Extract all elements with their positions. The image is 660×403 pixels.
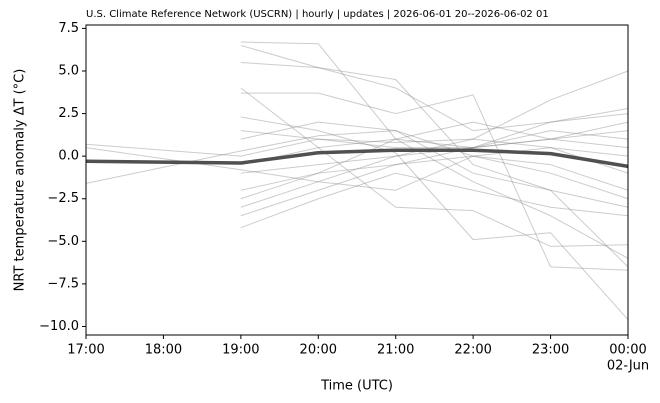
x-tick-label: 22:00: [454, 343, 491, 358]
series-line: [240, 44, 629, 268]
y-tick-label: −5.0: [47, 234, 79, 249]
x-tick-label: 19:00: [222, 343, 259, 358]
chart-title: U.S. Climate Reference Network (USCRN) |…: [86, 9, 549, 20]
series-line: [240, 155, 629, 191]
series-line: [240, 113, 629, 217]
x-tick-label: 23:00: [532, 343, 569, 358]
y-tick-label: −7.5: [47, 276, 79, 291]
y-axis-label: NRT temperature anomaly ΔT (°C): [13, 69, 28, 292]
x-tick-label: 18:00: [145, 343, 182, 358]
series-line: [240, 116, 629, 321]
series-line: [85, 130, 629, 208]
series-line: [240, 87, 629, 247]
y-tick-label: −2.5: [47, 191, 79, 206]
plot-frame: [85, 24, 629, 336]
x-tick-label: 20:00: [300, 343, 337, 358]
x-tick-sublabel: 02-Jun: [607, 359, 649, 374]
y-tick-label: 5.0: [58, 63, 79, 78]
y-tick-label: 7.5: [58, 21, 79, 36]
x-tick-label: 21:00: [377, 343, 414, 358]
series-line: [240, 61, 629, 132]
y-tick-label: −10.0: [39, 319, 79, 334]
series-line: [240, 70, 629, 144]
x-tick-label: 17:00: [67, 343, 104, 358]
series-line: [240, 138, 629, 259]
series-line: [240, 172, 629, 229]
series-line: [240, 121, 629, 200]
series-line: [240, 92, 629, 271]
series-line: [85, 148, 629, 169]
y-tick-label: 2.5: [58, 106, 79, 121]
series-line: [240, 121, 629, 166]
x-axis-label: Time (UTC): [320, 379, 393, 394]
x-tick-label: 00:00: [609, 343, 646, 358]
series-line: [85, 147, 629, 191]
series-line: [85, 121, 629, 157]
series-line: [240, 138, 629, 208]
y-tick-label: 0.0: [58, 149, 79, 164]
series-line: [240, 41, 629, 149]
